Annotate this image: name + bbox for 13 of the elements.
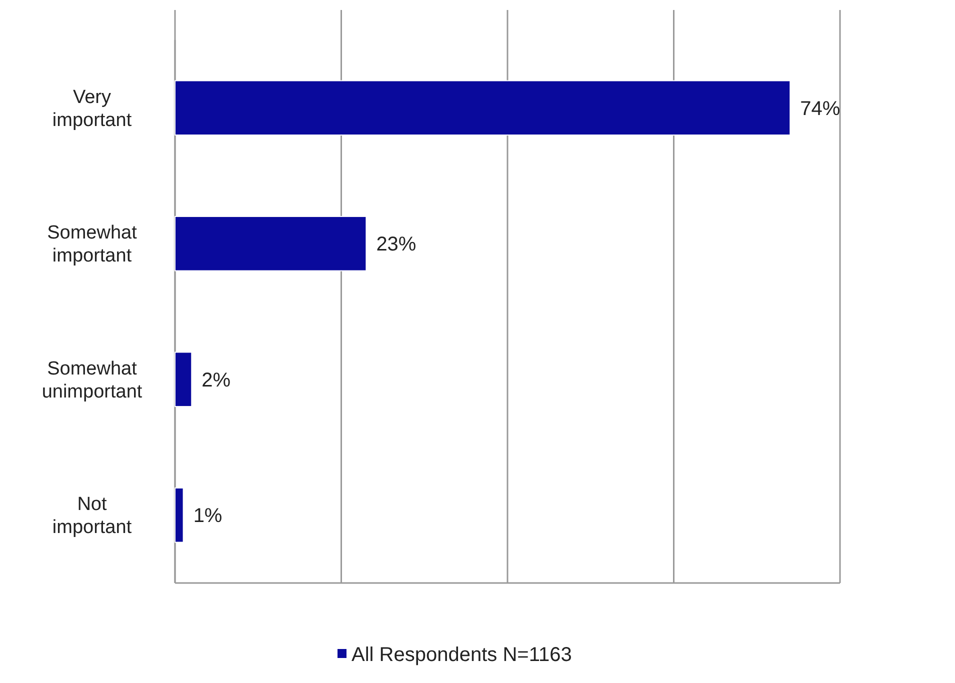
data-label: 74% bbox=[800, 98, 840, 120]
y-tick-label: Very important bbox=[52, 86, 132, 131]
bar bbox=[174, 352, 192, 408]
bar bbox=[174, 216, 367, 272]
bar bbox=[174, 80, 791, 136]
bar bbox=[174, 487, 184, 543]
data-label: 2% bbox=[202, 369, 231, 392]
legend-label: All Respondents N=1163 bbox=[352, 644, 572, 666]
y-tick-label: Somewhat important bbox=[47, 222, 138, 267]
data-label: 23% bbox=[376, 234, 416, 256]
y-tick-label: Somewhat unimportant bbox=[42, 358, 143, 402]
y-tick-label: Not important bbox=[52, 494, 132, 538]
data-label: 1% bbox=[193, 505, 222, 528]
